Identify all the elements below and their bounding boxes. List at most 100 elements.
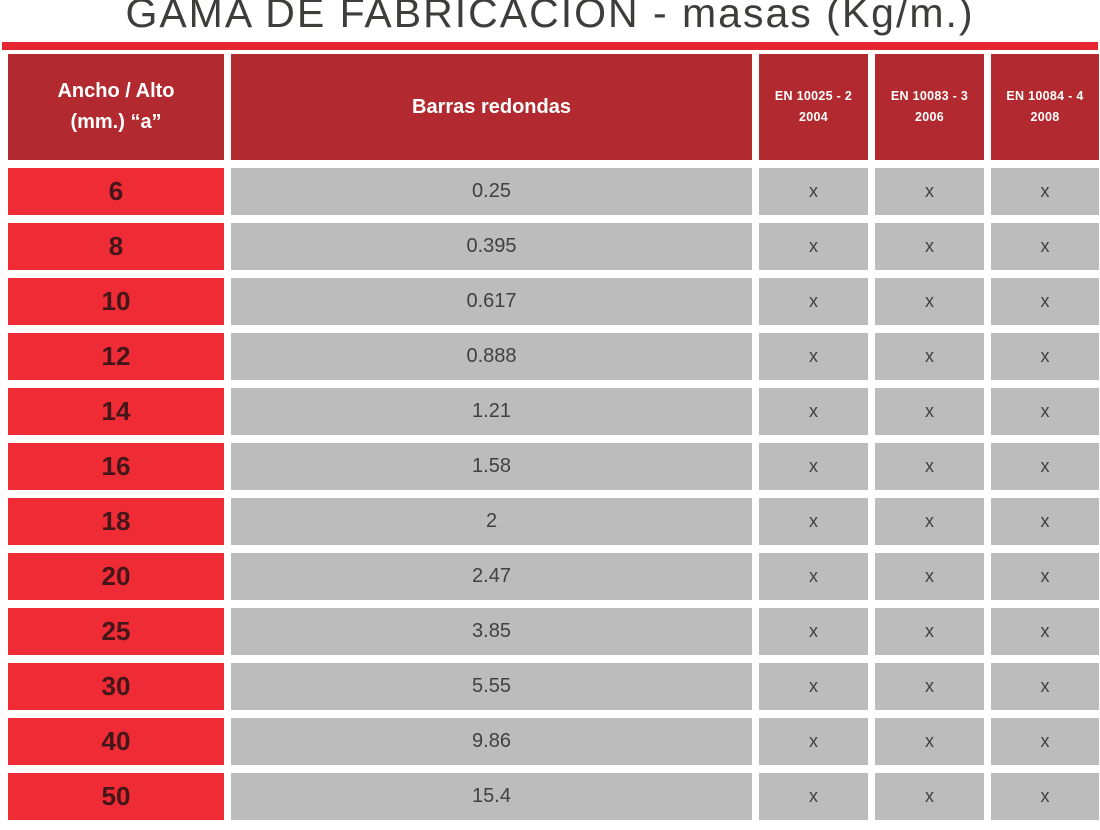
table-row: 8 0.395 x x x bbox=[8, 223, 1099, 270]
en-10084-4-mark-cell: x bbox=[991, 278, 1099, 325]
en-10025-2-mark: x bbox=[809, 621, 818, 641]
size-cell: 25 bbox=[8, 608, 224, 655]
size-value: 30 bbox=[101, 671, 131, 701]
en-10025-2-mark: x bbox=[809, 511, 818, 531]
mass-cell: 0.25 bbox=[231, 168, 752, 215]
en-10025-2-mark-cell: x bbox=[759, 333, 868, 380]
header-en-10084-4-line2: 2008 bbox=[1030, 110, 1060, 124]
en-10025-2-mark: x bbox=[809, 291, 818, 311]
size-cell: 16 bbox=[8, 443, 224, 490]
en-10025-2-mark: x bbox=[809, 346, 818, 366]
mass-value: 0.25 bbox=[472, 180, 511, 202]
mass-value: 2.47 bbox=[472, 565, 511, 587]
en-10083-3-mark: x bbox=[925, 291, 934, 311]
mass-cell: 1.58 bbox=[231, 443, 752, 490]
mass-cell: 2 bbox=[231, 498, 752, 545]
table-row: 20 2.47 x x x bbox=[8, 553, 1099, 600]
en-10025-2-mark: x bbox=[809, 676, 818, 696]
en-10084-4-mark-cell: x bbox=[991, 553, 1099, 600]
en-10025-2-mark-cell: x bbox=[759, 553, 868, 600]
en-10084-4-mark: x bbox=[1040, 181, 1050, 201]
en-10025-2-mark-cell: x bbox=[759, 663, 868, 710]
table-row: 25 3.85 x x x bbox=[8, 608, 1099, 655]
mass-value: 1.21 bbox=[472, 400, 511, 422]
mass-cell: 0.888 bbox=[231, 333, 752, 380]
size-value: 14 bbox=[101, 396, 131, 426]
en-10084-4-mark-cell: x bbox=[991, 443, 1099, 490]
table-row: 50 15.4 x x x bbox=[8, 773, 1099, 820]
en-10083-3-mark: x bbox=[925, 401, 934, 421]
en-10083-3-mark: x bbox=[925, 621, 934, 641]
size-value: 16 bbox=[101, 451, 131, 481]
en-10084-4-mark-cell: x bbox=[991, 168, 1099, 215]
mass-cell: 2.47 bbox=[231, 553, 752, 600]
en-10083-3-mark: x bbox=[925, 511, 934, 531]
en-10084-4-mark-cell: x bbox=[991, 718, 1099, 765]
size-cell: 50 bbox=[8, 773, 224, 820]
en-10083-3-mark: x bbox=[925, 786, 934, 806]
header-ancho-alto: Ancho / Alto (mm.) “a” bbox=[8, 54, 224, 160]
mass-cell: 0.617 bbox=[231, 278, 752, 325]
mass-value: 5.55 bbox=[472, 675, 511, 697]
en-10025-2-mark-cell: x bbox=[759, 608, 868, 655]
en-10084-4-mark-cell: x bbox=[991, 223, 1099, 270]
en-10083-3-mark: x bbox=[925, 236, 934, 256]
mass-cell: 5.55 bbox=[231, 663, 752, 710]
en-10084-4-mark-cell: x bbox=[991, 663, 1099, 710]
fabrication-range-table: Ancho / Alto (mm.) “a” Barras redondas E… bbox=[8, 54, 1099, 828]
header-en-10025-2-line1: EN 10025 - 2 bbox=[774, 89, 853, 104]
table-row: 10 0.617 x x x bbox=[8, 278, 1099, 325]
mass-value: 0.617 bbox=[466, 290, 517, 312]
en-10083-3-mark: x bbox=[925, 676, 934, 696]
en-10084-4-mark: x bbox=[1040, 291, 1050, 311]
en-10025-2-mark: x bbox=[809, 401, 818, 421]
en-10084-4-mark: x bbox=[1040, 346, 1050, 366]
table-row: 12 0.888 x x x bbox=[8, 333, 1099, 380]
header-ancho-alto-line2: (mm.) “a” bbox=[70, 111, 162, 133]
size-cell: 8 bbox=[8, 223, 224, 270]
en-10083-3-mark-cell: x bbox=[875, 223, 984, 270]
en-10084-4-mark: x bbox=[1040, 236, 1050, 256]
header-en-10083-3: EN 10083 - 3 2006 bbox=[875, 54, 984, 160]
size-value: 50 bbox=[101, 781, 131, 811]
en-10083-3-mark-cell: x bbox=[875, 718, 984, 765]
header-en-10083-3-line2: 2006 bbox=[914, 110, 944, 124]
size-cell: 14 bbox=[8, 388, 224, 435]
mass-value: 2 bbox=[485, 510, 498, 532]
en-10025-2-mark-cell: x bbox=[759, 388, 868, 435]
en-10083-3-mark-cell: x bbox=[875, 388, 984, 435]
en-10084-4-mark: x bbox=[1040, 511, 1050, 531]
en-10025-2-mark: x bbox=[809, 456, 818, 476]
en-10083-3-mark-cell: x bbox=[875, 663, 984, 710]
en-10083-3-mark-cell: x bbox=[875, 773, 984, 820]
size-value: 8 bbox=[108, 231, 124, 261]
size-value: 10 bbox=[101, 286, 131, 316]
header-en-10084-4: EN 10084 - 4 2008 bbox=[991, 54, 1099, 160]
mass-value: 3.85 bbox=[472, 620, 511, 642]
mass-cell: 15.4 bbox=[231, 773, 752, 820]
en-10084-4-mark-cell: x bbox=[991, 498, 1099, 545]
en-10025-2-mark: x bbox=[809, 731, 818, 751]
header-en-10083-3-line1: EN 10083 - 3 bbox=[890, 89, 969, 104]
size-value: 18 bbox=[101, 506, 131, 536]
en-10084-4-mark: x bbox=[1040, 731, 1050, 751]
en-10083-3-mark-cell: x bbox=[875, 443, 984, 490]
en-10083-3-mark-cell: x bbox=[875, 608, 984, 655]
en-10025-2-mark-cell: x bbox=[759, 773, 868, 820]
size-value: 6 bbox=[108, 176, 124, 206]
mass-value: 1.58 bbox=[472, 455, 511, 477]
table-row: 18 2 x x x bbox=[8, 498, 1099, 545]
en-10084-4-mark-cell: x bbox=[991, 608, 1099, 655]
table-header-row: Ancho / Alto (mm.) “a” Barras redondas E… bbox=[8, 54, 1099, 160]
size-cell: 12 bbox=[8, 333, 224, 380]
size-value: 20 bbox=[101, 561, 131, 591]
en-10083-3-mark: x bbox=[925, 731, 934, 751]
size-cell: 20 bbox=[8, 553, 224, 600]
en-10025-2-mark: x bbox=[809, 181, 818, 201]
en-10083-3-mark: x bbox=[925, 181, 934, 201]
mass-value: 0.395 bbox=[466, 235, 517, 257]
table-row: 6 0.25 x x x bbox=[8, 168, 1099, 215]
en-10083-3-mark: x bbox=[925, 346, 934, 366]
size-cell: 40 bbox=[8, 718, 224, 765]
mass-value: 0.888 bbox=[466, 345, 517, 367]
